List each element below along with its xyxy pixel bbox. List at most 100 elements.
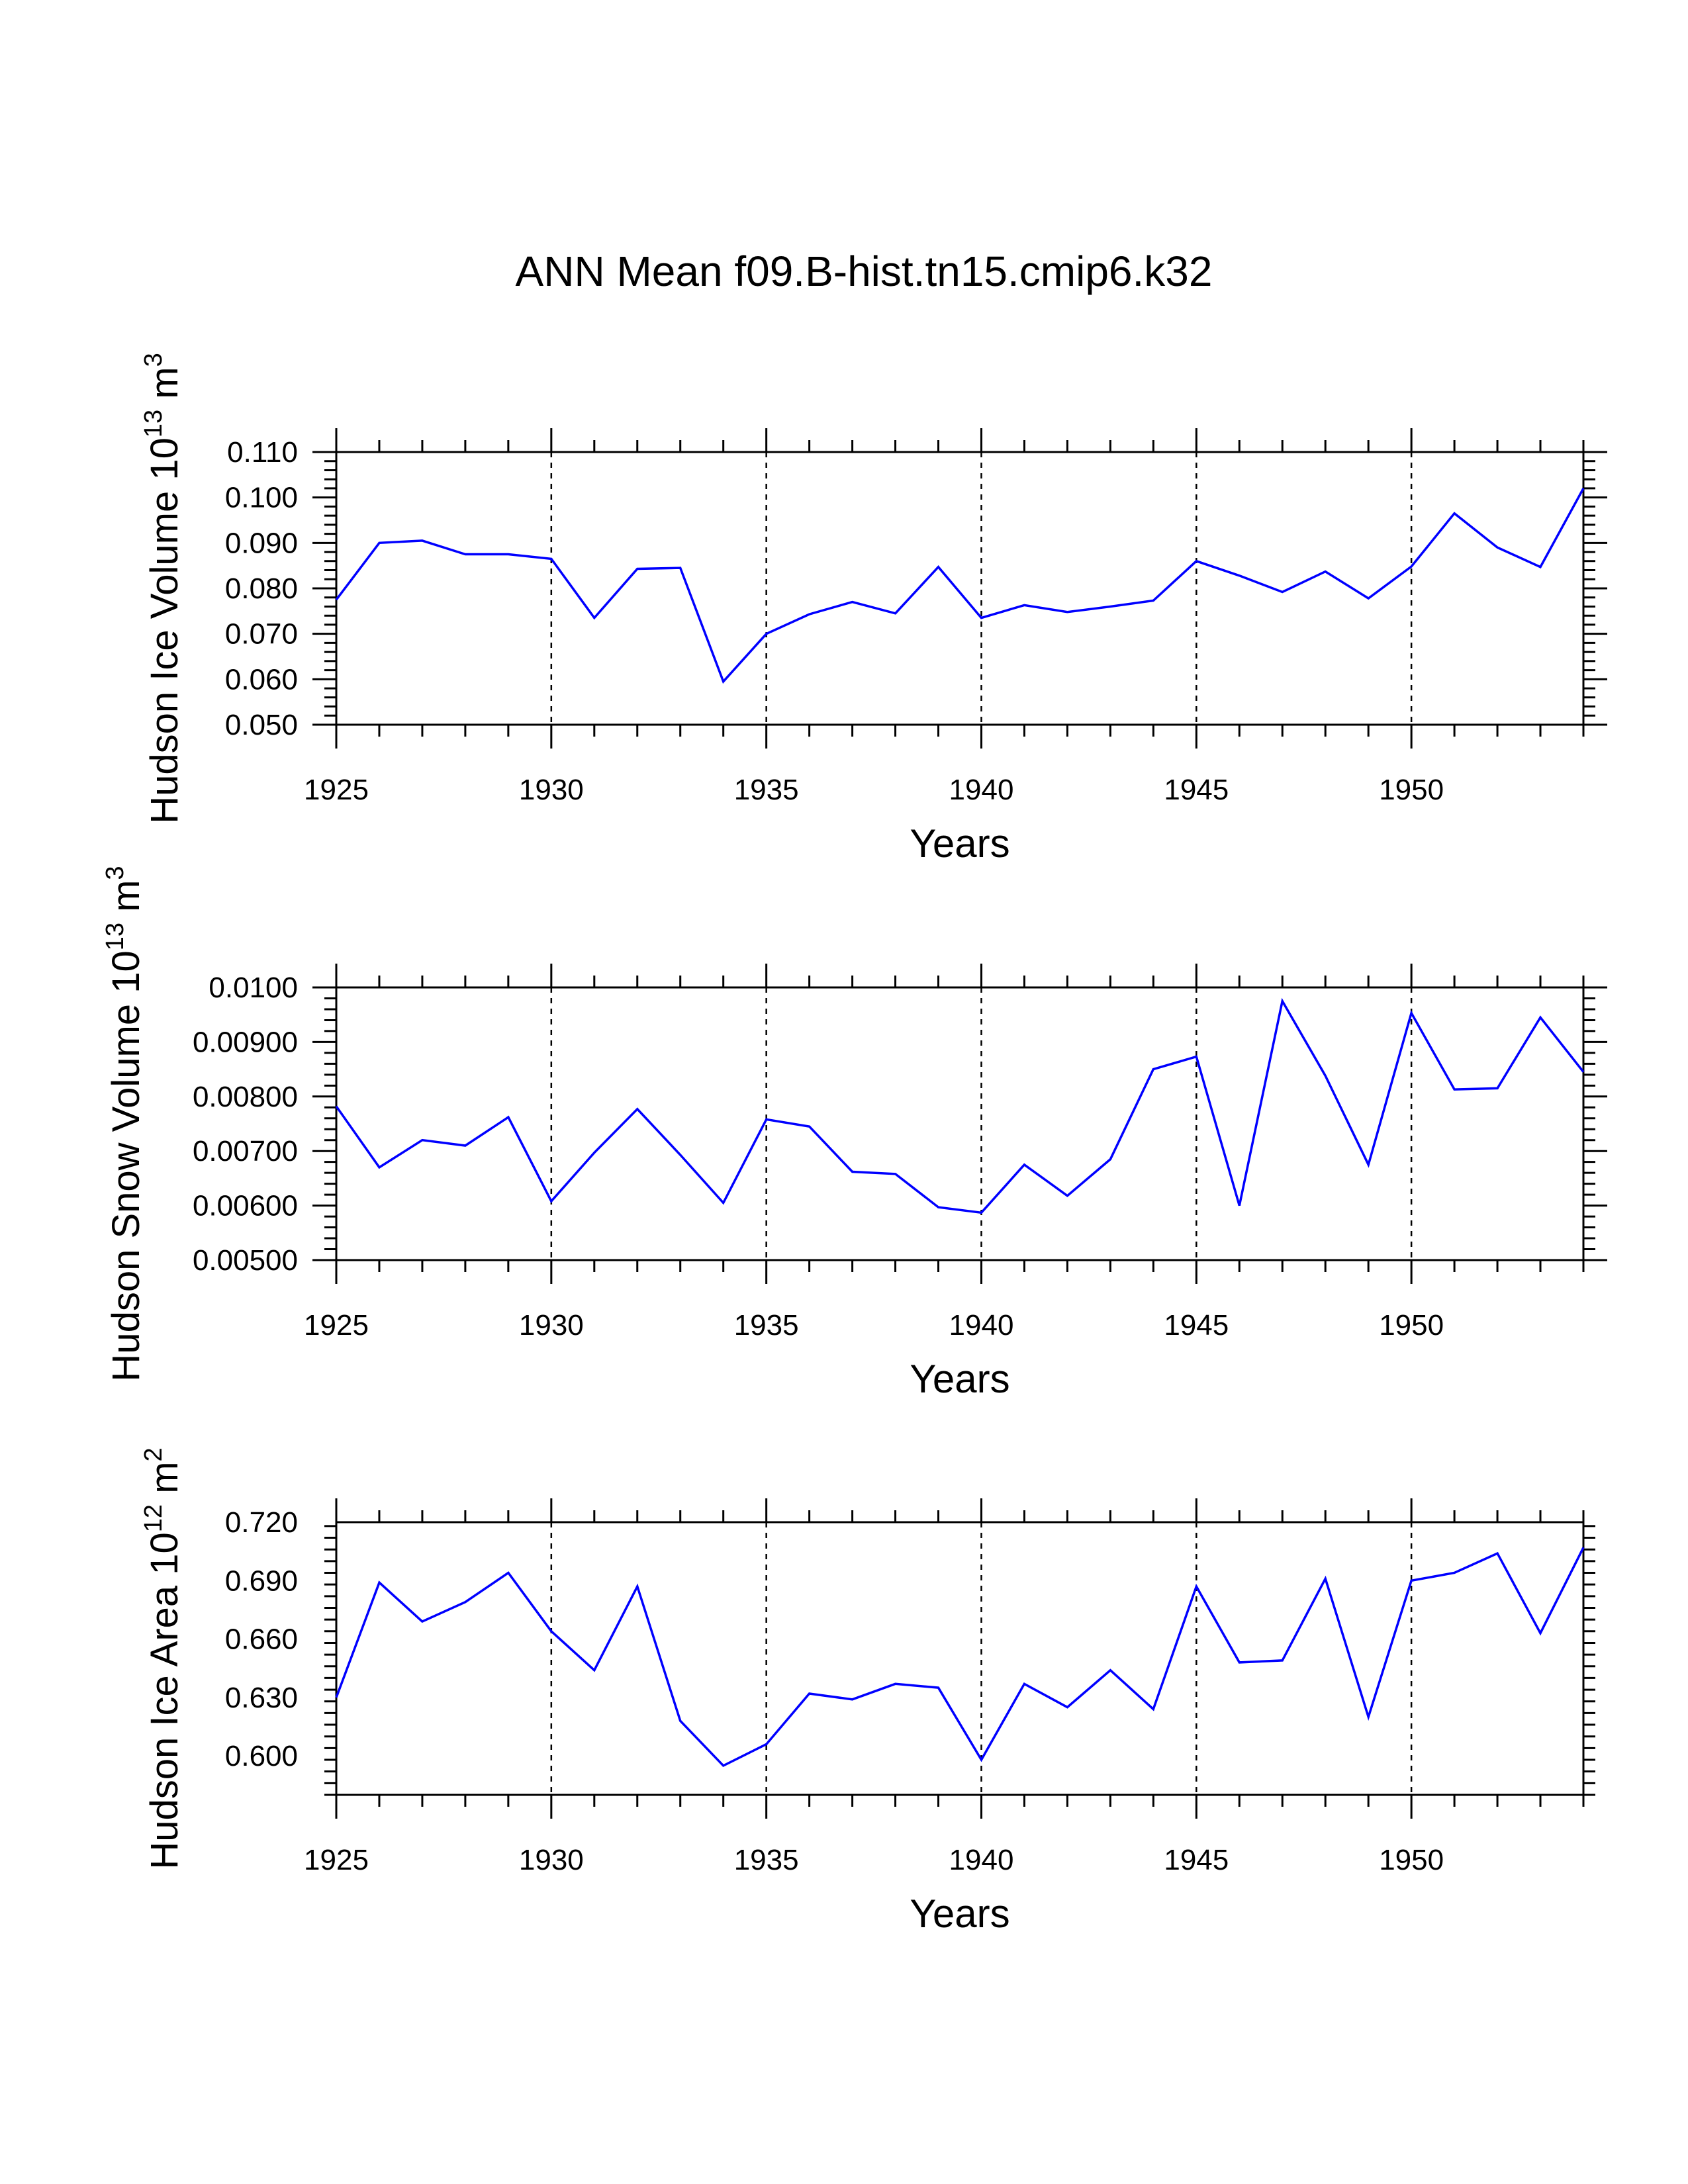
data-point: [549, 557, 553, 561]
y-tick-label: 0.00600: [193, 1190, 298, 1222]
x-tick-label: 1930: [519, 774, 584, 806]
data-point: [722, 680, 726, 684]
panel-3: 0.600 0.630 0.660 0.690 0.720 1925 1930 1935 194…: [140, 1447, 1595, 1936]
y-tick-label: 0.00700: [193, 1135, 298, 1167]
data-point: [463, 553, 467, 557]
data-point: [1323, 1576, 1327, 1580]
data-point: [592, 616, 596, 620]
x-tick-label: 1935: [734, 774, 799, 806]
y-tick-label: 0.720: [225, 1506, 298, 1539]
x-tick-label: 1950: [1379, 1309, 1444, 1342]
y-axis-label: Hudson Ice Area 1012 m2: [140, 1447, 186, 1869]
data-point: [1065, 1194, 1069, 1198]
data-point: [1194, 1584, 1198, 1588]
data-point: [463, 1144, 467, 1148]
data-point: [506, 1571, 510, 1575]
data-point: [1237, 1204, 1241, 1208]
data-point: [1366, 596, 1370, 600]
chart-title: ANN Mean f09.B-hist.tn15.cmip6.k32: [516, 248, 1213, 295]
panel-1: 0.050 0.060 0.070 0.080 0.090 0.100 0.110 1925 1…: [140, 353, 1607, 866]
data-point: [894, 1682, 898, 1686]
y-tick-label: 0.090: [225, 527, 298, 559]
data-point: [334, 1696, 338, 1700]
y-tick-label: 0.0100: [209, 972, 298, 1004]
data-point: [851, 1698, 855, 1702]
chart-panels: 0.050 0.060 0.070 0.080 0.090 0.100 0.110 1925 1…: [101, 353, 1607, 1936]
data-point: [1065, 1706, 1069, 1709]
data-point: [334, 1105, 338, 1109]
x-tick-label: 1950: [1379, 774, 1444, 806]
data-point: [979, 1758, 983, 1762]
data-point: [1452, 1087, 1456, 1091]
y-tick-label: 0.600: [225, 1740, 298, 1772]
x-tick-label: 1950: [1379, 1844, 1444, 1876]
data-point: [1280, 999, 1284, 1003]
x-tick-label: 1925: [304, 1309, 369, 1342]
data-point: [937, 1205, 941, 1209]
data-point: [851, 1170, 855, 1174]
x-tick-label: 1930: [519, 1844, 584, 1876]
data-point: [420, 1619, 424, 1623]
data-point: [377, 1580, 381, 1584]
data-point: [679, 566, 682, 570]
data-point: [722, 1764, 726, 1768]
x-tick-label: 1940: [949, 1844, 1014, 1876]
data-point: [1366, 1715, 1370, 1719]
data-point: [1151, 599, 1155, 603]
data-point: [592, 1668, 596, 1672]
data-point: [1538, 1015, 1542, 1019]
panel-2: 0.00500 0.00600 0.00700 0.00800 0.00900 0.010…: [101, 866, 1607, 1401]
data-point: [420, 539, 424, 543]
y-tick-label: 0.630: [225, 1682, 298, 1714]
data-point: [635, 567, 639, 570]
data-point: [679, 1719, 682, 1723]
data-point: [1065, 610, 1069, 614]
y-axis-label: Hudson Ice Volume 1013 m3: [140, 353, 186, 823]
y-tick-label: 0.660: [225, 1623, 298, 1656]
data-point: [1108, 604, 1112, 608]
data-point: [1022, 1163, 1026, 1167]
data-point: [851, 600, 855, 604]
data-point: [506, 1115, 510, 1119]
data-point: [679, 1153, 682, 1157]
data-point: [549, 1629, 553, 1633]
data-point: [635, 1584, 639, 1588]
x-tick-label: 1930: [519, 1309, 584, 1342]
data-point: [1581, 1070, 1585, 1074]
data-point: [765, 1117, 769, 1121]
plot-frame: [335, 986, 1585, 1261]
data-point: [765, 1742, 769, 1746]
data-point: [1323, 1073, 1327, 1077]
x-tick-label: 1935: [734, 1309, 799, 1342]
data-point: [1538, 565, 1542, 569]
y-tick-label: 0.050: [225, 709, 298, 741]
y-tick-label: 0.060: [225, 663, 298, 696]
y-tick-label: 0.690: [225, 1565, 298, 1597]
x-tick-label: 1945: [1164, 1309, 1229, 1342]
data-point: [937, 1686, 941, 1690]
data-point: [1581, 486, 1585, 490]
data-point: [1280, 590, 1284, 594]
y-tick-label: 0.080: [225, 572, 298, 605]
data-point: [808, 612, 812, 616]
data-point: [592, 1151, 596, 1155]
data-point: [1581, 1545, 1585, 1549]
data-point: [1151, 1707, 1155, 1711]
data-series-line: [335, 1547, 1585, 1768]
data-point: [808, 1124, 812, 1128]
data-point: [1194, 559, 1198, 563]
data-point: [334, 598, 338, 602]
data-point: [549, 1199, 553, 1203]
data-point: [1495, 545, 1499, 549]
data-series-line: [335, 488, 1585, 684]
data-point: [722, 1201, 726, 1205]
data-point: [1237, 1661, 1241, 1664]
y-tick-label: 0.110: [227, 436, 298, 469]
data-point: [420, 1138, 424, 1142]
data-point: [1237, 574, 1241, 578]
x-tick-label: 1945: [1164, 774, 1229, 806]
data-point: [1108, 1668, 1112, 1672]
y-tick-label: 0.00900: [193, 1026, 298, 1058]
data-point: [1108, 1158, 1112, 1161]
